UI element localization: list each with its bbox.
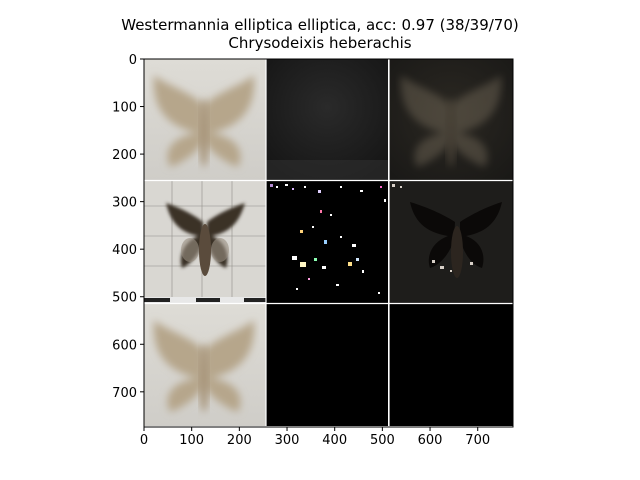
tile-1-0 xyxy=(144,181,266,303)
y-tick-label: 100 xyxy=(112,101,137,116)
x-tick-label: 600 xyxy=(418,433,443,448)
tile-0-0 xyxy=(144,59,266,180)
x-tick-label: 400 xyxy=(322,433,347,448)
axes-frame xyxy=(143,58,514,428)
x-tick-label: 200 xyxy=(227,433,252,448)
y-tick-label: 0 xyxy=(129,53,137,68)
figure-title-line1: Westermannia elliptica elliptica, acc: 0… xyxy=(121,16,519,34)
figure-title-line2: Chrysodeixis heberachis xyxy=(228,34,412,52)
y-tick-label: 600 xyxy=(112,338,137,353)
x-tick-label: 100 xyxy=(179,433,204,448)
y-tick-label: 300 xyxy=(112,196,137,211)
tile-2-0 xyxy=(144,304,266,426)
tile-0-1 xyxy=(266,59,388,180)
tile-1-1 xyxy=(266,181,388,303)
grid-separators xyxy=(144,59,513,427)
tile-0-2 xyxy=(389,59,513,180)
x-axis: 0 100 200 300 400 500 600 700 xyxy=(140,427,490,448)
tile-1-2 xyxy=(389,181,513,303)
y-tick-label: 500 xyxy=(112,291,137,306)
tile-2-2 xyxy=(389,304,513,426)
y-tick-label: 700 xyxy=(112,386,137,401)
y-tick-label: 400 xyxy=(112,243,137,258)
x-tick-label: 700 xyxy=(465,433,490,448)
y-tick-label: 200 xyxy=(112,148,137,163)
x-tick-label: 0 xyxy=(140,433,148,448)
x-tick-label: 300 xyxy=(275,433,300,448)
y-axis: 0 100 200 300 400 500 600 700 xyxy=(112,53,144,401)
x-tick-label: 500 xyxy=(370,433,395,448)
tile-2-1 xyxy=(266,304,388,426)
